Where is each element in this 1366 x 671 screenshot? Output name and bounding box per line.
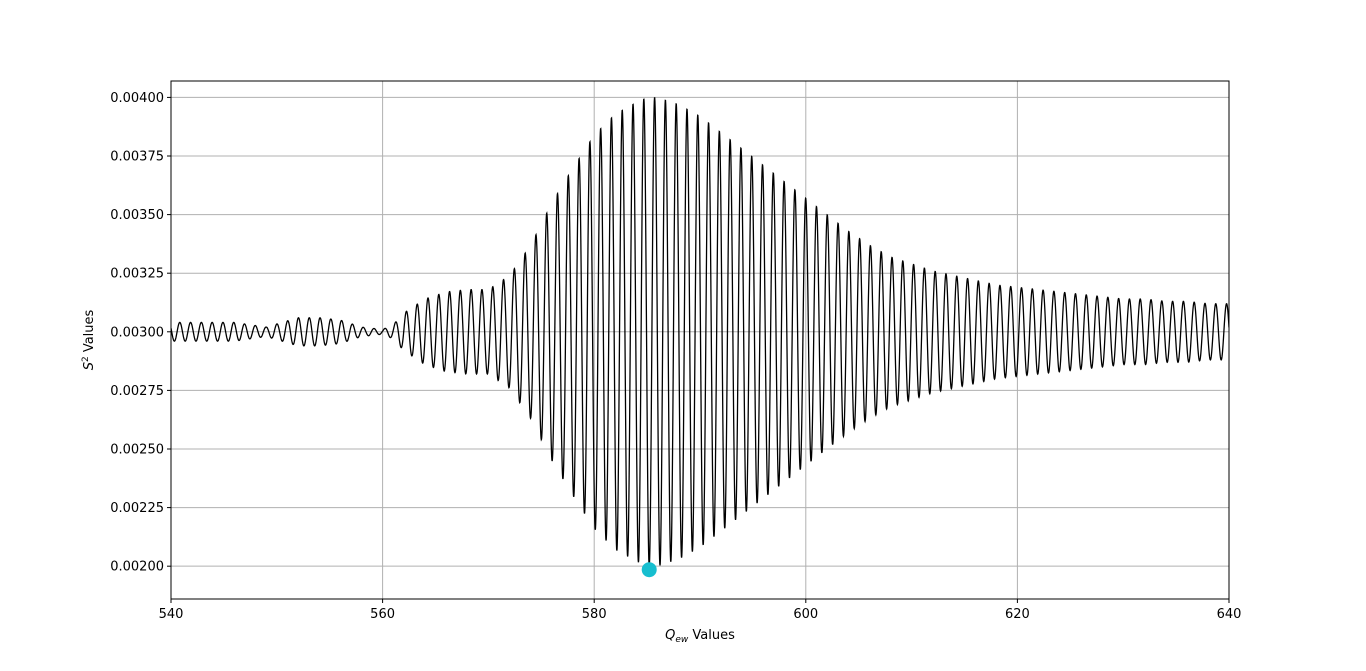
plot-frame <box>170 80 1230 600</box>
y-axis-label-text: Values <box>82 309 97 356</box>
x-axis-label-symbol: Q <box>665 628 675 643</box>
y-axis-ticks: 0.00200 0.00225 0.00250 0.00275 0.00300 0.003… <box>110 91 171 575</box>
y-tick-label: 0.00275 <box>110 384 164 399</box>
y-tick-label: 0.00325 <box>110 267 164 282</box>
y-tick-label: 0.00375 <box>110 150 164 165</box>
x-tick-label: 580 <box>582 607 607 622</box>
plot-area <box>171 97 1229 578</box>
y-tick-label: 0.00400 <box>110 91 164 106</box>
x-tick-label: 620 <box>1005 607 1030 622</box>
y-axis-label-symbol: S <box>82 362 97 370</box>
y-tick-label: 0.00200 <box>110 560 164 575</box>
x-tick-label: 540 <box>159 607 184 622</box>
y-axis-label-superscript: 2 <box>81 356 91 362</box>
y-tick-label: 0.00300 <box>110 325 164 340</box>
series-line <box>171 97 1229 567</box>
y-axis-label: S2 Values <box>81 309 97 370</box>
minimum-point-marker <box>641 562 657 578</box>
x-axis-label-subscript: ew <box>675 635 689 645</box>
x-axis-ticks: 540 560 580 600 620 640 <box>159 599 1242 622</box>
y-tick-label: 0.00225 <box>110 501 164 516</box>
x-tick-label: 600 <box>793 607 818 622</box>
x-tick-label: 560 <box>370 607 395 622</box>
y-tick-label: 0.00350 <box>110 208 164 223</box>
y-tick-label: 0.00250 <box>110 442 164 457</box>
x-axis-label: Qew Values <box>665 628 735 645</box>
x-tick-label: 640 <box>1217 607 1242 622</box>
x-axis-label-text: Values <box>688 628 735 643</box>
